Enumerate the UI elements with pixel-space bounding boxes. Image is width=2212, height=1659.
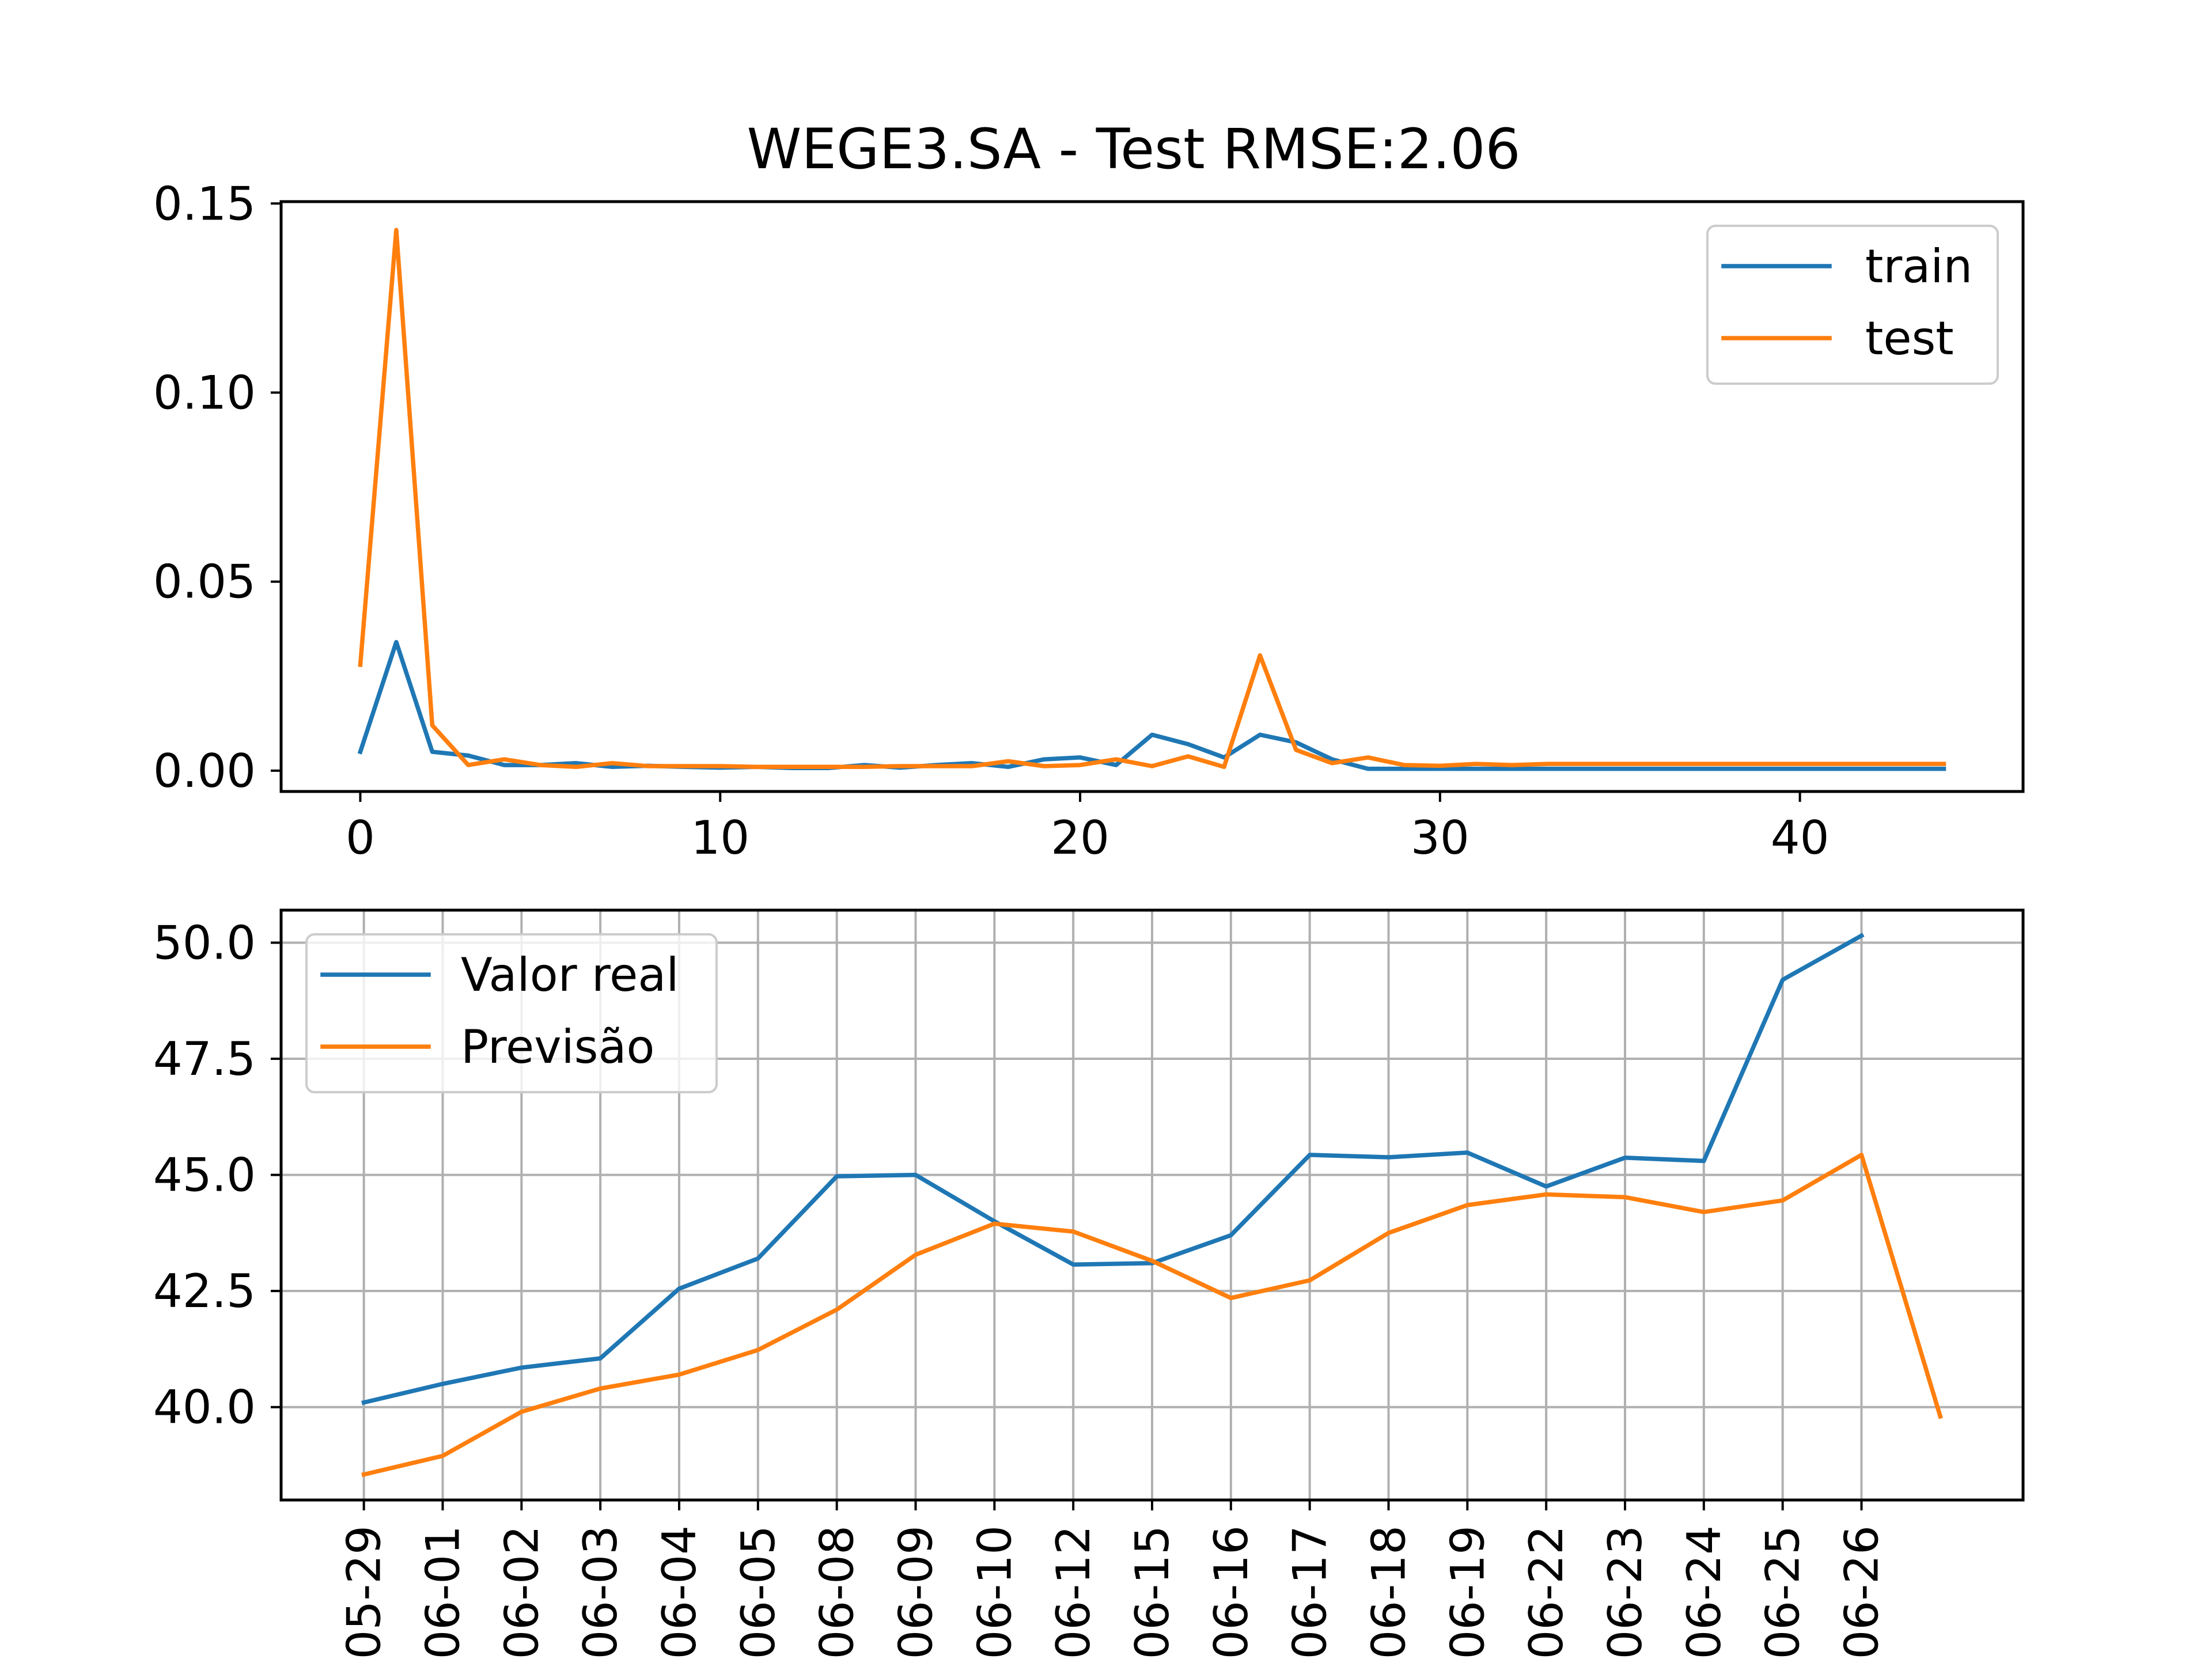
loss-y-tick-label: 0.15 [153,177,256,230]
forecast-x-tick-label: 06-01 [416,1525,470,1659]
chart-title: WEGE3.SA - Test RMSE:2.06 [747,117,1520,181]
forecast-y-tick-label: 45.0 [153,1149,256,1202]
forecast-x-tick-label: 06-23 [1599,1525,1652,1659]
forecast-x-tick-label: 06-15 [1126,1525,1179,1659]
forecast-x-tick-label: 06-02 [495,1525,548,1659]
forecast-grid [281,910,2023,1500]
forecast-axes-frame [279,908,2025,1502]
forecast-y-tick-label: 40.0 [153,1381,256,1434]
forecast-y-tick-label: 50.0 [153,916,256,969]
series-line-previsão [361,1153,1943,1478]
forecast-x-tick-label: 06-10 [968,1525,1021,1659]
loss-y-axis: 0.00 0.05 0.10 0.15 [153,177,281,798]
loss-x-tick-label: 40 [1771,811,1830,865]
loss-axes-frame [279,200,2025,793]
loss-x-tick-label: 10 [691,811,749,865]
series-line-valor-real [361,933,1865,1406]
loss-x-tick-label: 20 [1051,811,1109,865]
loss-x-tick-label: 30 [1411,811,1469,865]
forecast-x-tick-label: 06-03 [574,1525,627,1659]
legend-label-train: train [1865,240,1972,293]
forecast-x-tick-label: 05-29 [338,1525,391,1659]
legend-label-valor-real: Valor real [461,948,679,1002]
series-line-test [358,228,1946,770]
loss-x-tick-label: 0 [346,811,375,865]
loss-x-axis: 0 10 20 30 40 [346,791,1830,865]
loss-plot-area [357,228,1946,771]
forecast-plot-area [361,933,1943,1478]
forecast-x-tick-label: 06-16 [1205,1525,1258,1659]
loss-y-tick-label: 0.10 [153,366,256,419]
forecast-y-tick-label: 47.5 [153,1032,256,1086]
forecast-legend: Valor real Previsão [305,933,718,1093]
forecast-x-tick-label: 06-26 [1835,1525,1888,1659]
loss-legend: train test [1706,225,1999,385]
forecast-y-tick-label: 42.5 [153,1264,256,1318]
legend-label-test: test [1865,312,1954,365]
loss-y-tick-label: 0.05 [153,555,256,609]
forecast-x-tick-label: 06-19 [1441,1525,1494,1659]
forecast-x-tick-label: 06-08 [810,1525,864,1659]
forecast-x-tick-label: 06-24 [1677,1525,1731,1659]
series-line-train [357,639,1946,771]
forecast-x-tick-label: 06-04 [653,1525,706,1659]
forecast-y-axis: 40.0 42.5 45.0 47.5 50.0 [153,916,281,1434]
forecast-x-tick-label: 06-17 [1283,1525,1337,1659]
forecast-x-tick-label: 06-12 [1047,1525,1100,1659]
forecast-x-tick-label: 06-09 [889,1525,943,1659]
forecast-x-tick-label: 06-05 [732,1525,785,1659]
forecast-x-tick-label: 06-18 [1362,1525,1415,1659]
forecast-chart: 05-29 06-01 06-02 06-03 06-04 06-05 06-08 06-09… [153,908,2025,1659]
loss-chart: WEGE3.SA - Test RMSE:2.06 0 10 20 30 40 0.00… [153,117,2025,865]
forecast-x-tick-label: 06-22 [1520,1525,1573,1659]
legend-label-previsao: Previsão [461,1020,654,1074]
forecast-x-tick-label: 06-25 [1756,1525,1810,1659]
forecast-x-axis: 05-29 06-01 06-02 06-03 06-04 06-05 06-08 06-09… [338,1500,1888,1659]
loss-y-tick-label: 0.00 [153,744,256,798]
